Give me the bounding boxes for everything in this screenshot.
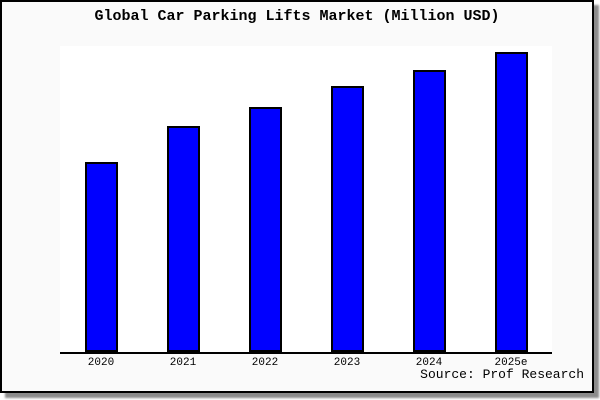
- chart-title: Global Car Parking Lifts Market (Million…: [94, 8, 500, 25]
- bar-2023: [330, 86, 364, 352]
- bar-2021: [166, 126, 200, 352]
- bar-2025e: [494, 52, 528, 352]
- source-note: Source: Prof Research: [420, 367, 584, 382]
- x-tick-label-2022: 2022: [251, 357, 279, 369]
- bar-2022: [248, 107, 282, 352]
- chart-frame: Global Car Parking Lifts Market (Million…: [0, 0, 594, 393]
- plot-area: [60, 46, 552, 354]
- bar-2024: [412, 70, 446, 352]
- x-tick-label-2021: 2021: [169, 357, 197, 369]
- bar-2020: [84, 162, 118, 352]
- x-tick-label-2023: 2023: [333, 357, 361, 369]
- x-tick-label-2024: 2024: [415, 357, 443, 369]
- x-tick-label-2025e: 2025e: [494, 357, 528, 369]
- x-tick-label-2020: 2020: [87, 357, 115, 369]
